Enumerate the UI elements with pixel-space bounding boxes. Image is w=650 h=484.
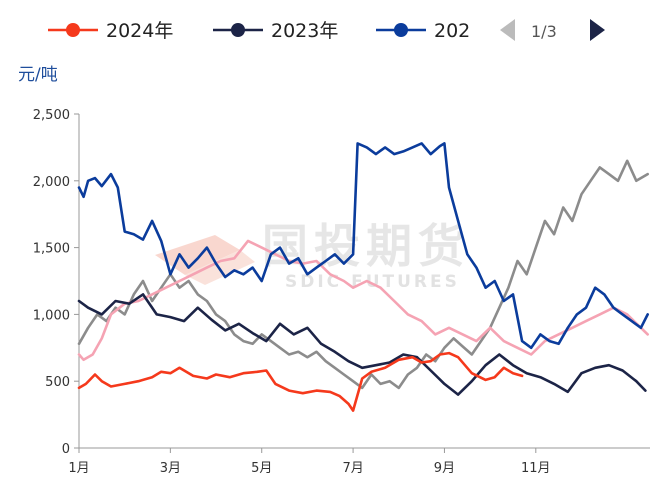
legend-item-2024[interactable]: 2024年 [48, 20, 173, 42]
series-line-4 [77, 159, 649, 390]
series-line-1 [77, 293, 647, 396]
plot-area [77, 142, 649, 412]
watermark: 国投期货 SDIC FUTURES [155, 219, 470, 292]
x-tick-label: 5月 [251, 461, 272, 476]
x-tick-label: 9月 [434, 461, 455, 476]
x-tick-label: 7月 [342, 461, 363, 476]
watermark-cn: 国投期货 [262, 219, 470, 273]
y-tick-label: 0 [62, 442, 70, 457]
y-tick-label: 1,000 [33, 308, 70, 323]
y-tick-label: 500 [45, 375, 70, 390]
legend-item-202[interactable]: 202 [376, 20, 470, 42]
x-tick-label: 1月 [68, 461, 89, 476]
legend-label-2024: 2024年 [106, 20, 173, 42]
series-line-3 [77, 239, 649, 362]
x-tick-label: 3月 [160, 461, 181, 476]
legend-pager: 1/3 [531, 22, 557, 41]
y-axis-unit: 元/吨 [18, 65, 58, 85]
y-tick-label: 2,500 [33, 108, 70, 123]
y-ticks: 0 500 1,000 1,500 2,000 2,500 [33, 108, 79, 457]
legend-next-arrow-icon[interactable] [590, 19, 605, 41]
x-tick-label: 11月 [521, 461, 551, 476]
y-tick-label: 2,000 [33, 175, 70, 190]
series-line-0 [77, 351, 524, 412]
y-tick-label: 1,500 [33, 242, 70, 257]
legend-label-2023: 2023年 [271, 20, 338, 42]
x-ticks: 1月 3月 5月 7月 9月 11月 [68, 448, 551, 476]
watermark-en: SDIC FUTURES [285, 272, 460, 292]
watermark-logo-icon [155, 235, 255, 285]
legend[interactable]: 2024年 2023年 202 1/3 [48, 19, 605, 42]
series-line-2 [77, 142, 649, 350]
legend-label-202: 202 [434, 20, 470, 42]
axes [78, 114, 650, 449]
legend-item-2023[interactable]: 2023年 [213, 20, 338, 42]
legend-prev-arrow-icon[interactable] [500, 19, 515, 41]
